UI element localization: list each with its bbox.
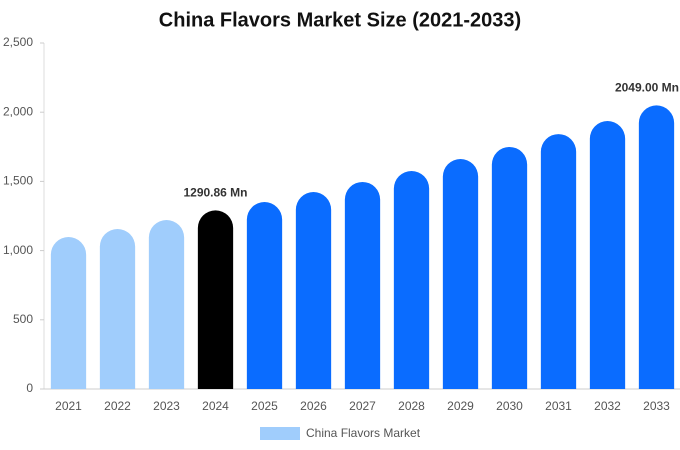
bar (295, 192, 332, 389)
x-tick-label: 2021 (55, 399, 82, 413)
value-label: 1290.86 Mn (183, 186, 247, 200)
bar (442, 158, 479, 389)
x-tick-label: 2030 (496, 399, 523, 413)
y-tick-label: 1,500 (3, 174, 33, 188)
bar (246, 202, 283, 389)
x-tick-label: 2031 (545, 399, 572, 413)
bar (344, 181, 381, 389)
x-tick-label: 2027 (349, 399, 376, 413)
x-tick-label: 2028 (398, 399, 425, 413)
x-tick-label: 2022 (104, 399, 131, 413)
bar (589, 121, 626, 389)
bar (197, 210, 234, 389)
x-tick-label: 2033 (643, 399, 670, 413)
x-tick-label: 2023 (153, 399, 180, 413)
value-label: 2049.00 Mn (615, 81, 679, 95)
bar (393, 171, 430, 389)
bar (638, 105, 675, 389)
x-tick-label: 2024 (202, 399, 229, 413)
bar (540, 134, 577, 389)
bar (491, 146, 528, 389)
x-tick-label: 2029 (447, 399, 474, 413)
y-tick-label: 2,500 (3, 35, 33, 49)
x-tick-label: 2032 (594, 399, 621, 413)
bar (50, 237, 87, 389)
y-tick-label: 500 (13, 312, 33, 326)
bar (148, 220, 185, 389)
y-tick-label: 1,000 (3, 243, 33, 257)
x-tick-label: 2026 (300, 399, 327, 413)
bar (99, 229, 136, 389)
y-tick-label: 2,000 (3, 104, 33, 118)
chart-title: China Flavors Market Size (2021-2033) (159, 9, 521, 31)
legend-swatch (260, 427, 300, 440)
y-tick-label: 0 (26, 381, 33, 395)
legend-label: China Flavors Market (306, 426, 421, 440)
x-tick-label: 2025 (251, 399, 278, 413)
